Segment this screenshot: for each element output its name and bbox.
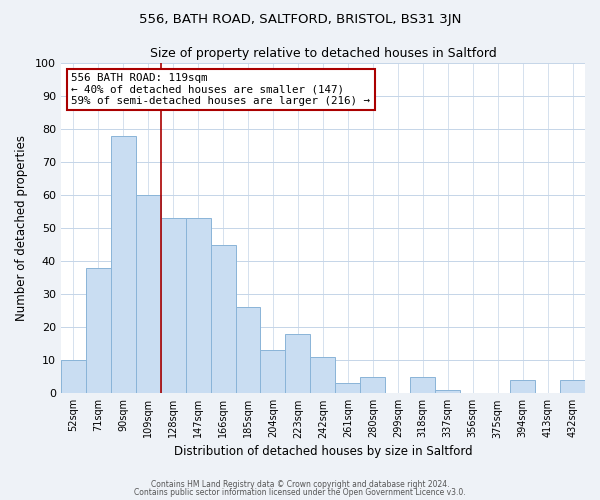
Text: Contains HM Land Registry data © Crown copyright and database right 2024.: Contains HM Land Registry data © Crown c… — [151, 480, 449, 489]
Bar — [86, 268, 111, 394]
Bar — [410, 377, 435, 394]
Bar — [61, 360, 86, 394]
Bar — [161, 218, 185, 394]
Bar — [185, 218, 211, 394]
Text: 556 BATH ROAD: 119sqm
← 40% of detached houses are smaller (147)
59% of semi-det: 556 BATH ROAD: 119sqm ← 40% of detached … — [71, 73, 370, 106]
Bar — [335, 384, 361, 394]
Bar — [211, 244, 236, 394]
Bar — [560, 380, 585, 394]
Text: 556, BATH ROAD, SALTFORD, BRISTOL, BS31 3JN: 556, BATH ROAD, SALTFORD, BRISTOL, BS31 … — [139, 12, 461, 26]
Bar — [361, 377, 385, 394]
Bar — [286, 334, 310, 394]
Title: Size of property relative to detached houses in Saltford: Size of property relative to detached ho… — [149, 48, 496, 60]
Bar — [111, 136, 136, 394]
Bar — [136, 195, 161, 394]
Bar — [510, 380, 535, 394]
X-axis label: Distribution of detached houses by size in Saltford: Distribution of detached houses by size … — [173, 444, 472, 458]
Y-axis label: Number of detached properties: Number of detached properties — [15, 135, 28, 321]
Text: Contains public sector information licensed under the Open Government Licence v3: Contains public sector information licen… — [134, 488, 466, 497]
Bar — [310, 357, 335, 394]
Bar — [260, 350, 286, 394]
Bar — [236, 308, 260, 394]
Bar — [435, 390, 460, 394]
